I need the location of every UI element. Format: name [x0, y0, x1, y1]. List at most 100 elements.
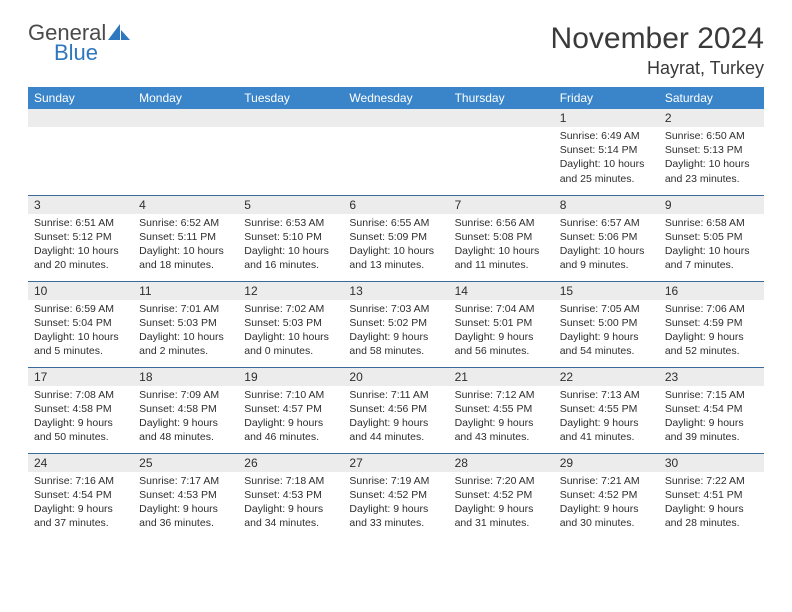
day-data: Sunrise: 7:10 AMSunset: 4:57 PMDaylight:… — [238, 386, 343, 449]
calendar-cell: 22Sunrise: 7:13 AMSunset: 4:55 PMDayligh… — [554, 367, 659, 453]
calendar-cell: 23Sunrise: 7:15 AMSunset: 4:54 PMDayligh… — [659, 367, 764, 453]
calendar-cell: 27Sunrise: 7:19 AMSunset: 4:52 PMDayligh… — [343, 453, 448, 539]
sunrise-text: Sunrise: 6:49 AM — [560, 129, 653, 143]
day-data: Sunrise: 6:51 AMSunset: 5:12 PMDaylight:… — [28, 214, 133, 277]
calendar-cell: 28Sunrise: 7:20 AMSunset: 4:52 PMDayligh… — [449, 453, 554, 539]
daylight-text: Daylight: 9 hours and 41 minutes. — [560, 416, 653, 444]
sunset-text: Sunset: 5:14 PM — [560, 143, 653, 157]
calendar-cell — [133, 109, 238, 195]
sunset-text: Sunset: 5:03 PM — [139, 316, 232, 330]
sunset-text: Sunset: 5:00 PM — [560, 316, 653, 330]
calendar-cell: 6Sunrise: 6:55 AMSunset: 5:09 PMDaylight… — [343, 195, 448, 281]
day-data: Sunrise: 7:08 AMSunset: 4:58 PMDaylight:… — [28, 386, 133, 449]
calendar-cell: 12Sunrise: 7:02 AMSunset: 5:03 PMDayligh… — [238, 281, 343, 367]
sunset-text: Sunset: 5:13 PM — [665, 143, 758, 157]
calendar-cell: 16Sunrise: 7:06 AMSunset: 4:59 PMDayligh… — [659, 281, 764, 367]
sunset-text: Sunset: 5:08 PM — [455, 230, 548, 244]
calendar-cell: 7Sunrise: 6:56 AMSunset: 5:08 PMDaylight… — [449, 195, 554, 281]
sunrise-text: Sunrise: 7:03 AM — [349, 302, 442, 316]
sunrise-text: Sunrise: 7:08 AM — [34, 388, 127, 402]
daylight-text: Daylight: 10 hours and 7 minutes. — [665, 244, 758, 272]
day-data: Sunrise: 7:02 AMSunset: 5:03 PMDaylight:… — [238, 300, 343, 363]
sunset-text: Sunset: 4:51 PM — [665, 488, 758, 502]
day-number — [449, 109, 554, 127]
day-data: Sunrise: 7:03 AMSunset: 5:02 PMDaylight:… — [343, 300, 448, 363]
calendar-cell: 30Sunrise: 7:22 AMSunset: 4:51 PMDayligh… — [659, 453, 764, 539]
day-data: Sunrise: 7:05 AMSunset: 5:00 PMDaylight:… — [554, 300, 659, 363]
sunrise-text: Sunrise: 7:09 AM — [139, 388, 232, 402]
day-data — [133, 127, 238, 177]
sunset-text: Sunset: 4:58 PM — [34, 402, 127, 416]
calendar-cell: 15Sunrise: 7:05 AMSunset: 5:00 PMDayligh… — [554, 281, 659, 367]
calendar-cell: 1Sunrise: 6:49 AMSunset: 5:14 PMDaylight… — [554, 109, 659, 195]
day-data: Sunrise: 7:18 AMSunset: 4:53 PMDaylight:… — [238, 472, 343, 535]
day-data — [238, 127, 343, 177]
sail-icon — [108, 24, 130, 42]
day-number: 8 — [554, 196, 659, 214]
day-data: Sunrise: 7:16 AMSunset: 4:54 PMDaylight:… — [28, 472, 133, 535]
day-number: 17 — [28, 368, 133, 386]
sunrise-text: Sunrise: 7:11 AM — [349, 388, 442, 402]
day-number: 27 — [343, 454, 448, 472]
sunrise-text: Sunrise: 6:52 AM — [139, 216, 232, 230]
calendar-cell: 26Sunrise: 7:18 AMSunset: 4:53 PMDayligh… — [238, 453, 343, 539]
day-data: Sunrise: 7:15 AMSunset: 4:54 PMDaylight:… — [659, 386, 764, 449]
sunset-text: Sunset: 5:12 PM — [34, 230, 127, 244]
day-number: 22 — [554, 368, 659, 386]
sunset-text: Sunset: 4:53 PM — [139, 488, 232, 502]
calendar-cell: 13Sunrise: 7:03 AMSunset: 5:02 PMDayligh… — [343, 281, 448, 367]
sunset-text: Sunset: 5:01 PM — [455, 316, 548, 330]
sunset-text: Sunset: 5:06 PM — [560, 230, 653, 244]
day-data: Sunrise: 6:56 AMSunset: 5:08 PMDaylight:… — [449, 214, 554, 277]
daylight-text: Daylight: 9 hours and 31 minutes. — [455, 502, 548, 530]
sunrise-text: Sunrise: 6:50 AM — [665, 129, 758, 143]
calendar-cell: 24Sunrise: 7:16 AMSunset: 4:54 PMDayligh… — [28, 453, 133, 539]
day-number — [28, 109, 133, 127]
logo-word-2: Blue — [54, 42, 98, 64]
sunset-text: Sunset: 5:02 PM — [349, 316, 442, 330]
sunset-text: Sunset: 4:52 PM — [560, 488, 653, 502]
sunrise-text: Sunrise: 6:55 AM — [349, 216, 442, 230]
sunset-text: Sunset: 4:53 PM — [244, 488, 337, 502]
day-number: 10 — [28, 282, 133, 300]
day-number: 30 — [659, 454, 764, 472]
day-data: Sunrise: 7:20 AMSunset: 4:52 PMDaylight:… — [449, 472, 554, 535]
day-number — [133, 109, 238, 127]
sunrise-text: Sunrise: 6:57 AM — [560, 216, 653, 230]
daylight-text: Daylight: 9 hours and 44 minutes. — [349, 416, 442, 444]
sunrise-text: Sunrise: 7:02 AM — [244, 302, 337, 316]
sunrise-text: Sunrise: 7:13 AM — [560, 388, 653, 402]
daylight-text: Daylight: 10 hours and 0 minutes. — [244, 330, 337, 358]
day-data — [449, 127, 554, 177]
day-number: 20 — [343, 368, 448, 386]
day-number: 15 — [554, 282, 659, 300]
day-number: 18 — [133, 368, 238, 386]
sunrise-text: Sunrise: 7:20 AM — [455, 474, 548, 488]
calendar-cell — [449, 109, 554, 195]
month-title: November 2024 — [551, 22, 764, 56]
day-number: 28 — [449, 454, 554, 472]
sunset-text: Sunset: 5:05 PM — [665, 230, 758, 244]
weekday-header: Wednesday — [343, 87, 448, 109]
daylight-text: Daylight: 9 hours and 34 minutes. — [244, 502, 337, 530]
day-data: Sunrise: 6:55 AMSunset: 5:09 PMDaylight:… — [343, 214, 448, 277]
daylight-text: Daylight: 9 hours and 54 minutes. — [560, 330, 653, 358]
sunset-text: Sunset: 5:11 PM — [139, 230, 232, 244]
sunset-text: Sunset: 4:56 PM — [349, 402, 442, 416]
sunset-text: Sunset: 5:03 PM — [244, 316, 337, 330]
day-number: 5 — [238, 196, 343, 214]
weekday-header: Friday — [554, 87, 659, 109]
daylight-text: Daylight: 10 hours and 9 minutes. — [560, 244, 653, 272]
calendar-cell — [28, 109, 133, 195]
sunset-text: Sunset: 4:55 PM — [455, 402, 548, 416]
daylight-text: Daylight: 9 hours and 46 minutes. — [244, 416, 337, 444]
day-data: Sunrise: 7:22 AMSunset: 4:51 PMDaylight:… — [659, 472, 764, 535]
sunset-text: Sunset: 4:59 PM — [665, 316, 758, 330]
daylight-text: Daylight: 10 hours and 20 minutes. — [34, 244, 127, 272]
calendar-cell: 11Sunrise: 7:01 AMSunset: 5:03 PMDayligh… — [133, 281, 238, 367]
day-data: Sunrise: 7:01 AMSunset: 5:03 PMDaylight:… — [133, 300, 238, 363]
calendar-cell: 19Sunrise: 7:10 AMSunset: 4:57 PMDayligh… — [238, 367, 343, 453]
day-number: 13 — [343, 282, 448, 300]
calendar-cell — [343, 109, 448, 195]
calendar-cell: 3Sunrise: 6:51 AMSunset: 5:12 PMDaylight… — [28, 195, 133, 281]
